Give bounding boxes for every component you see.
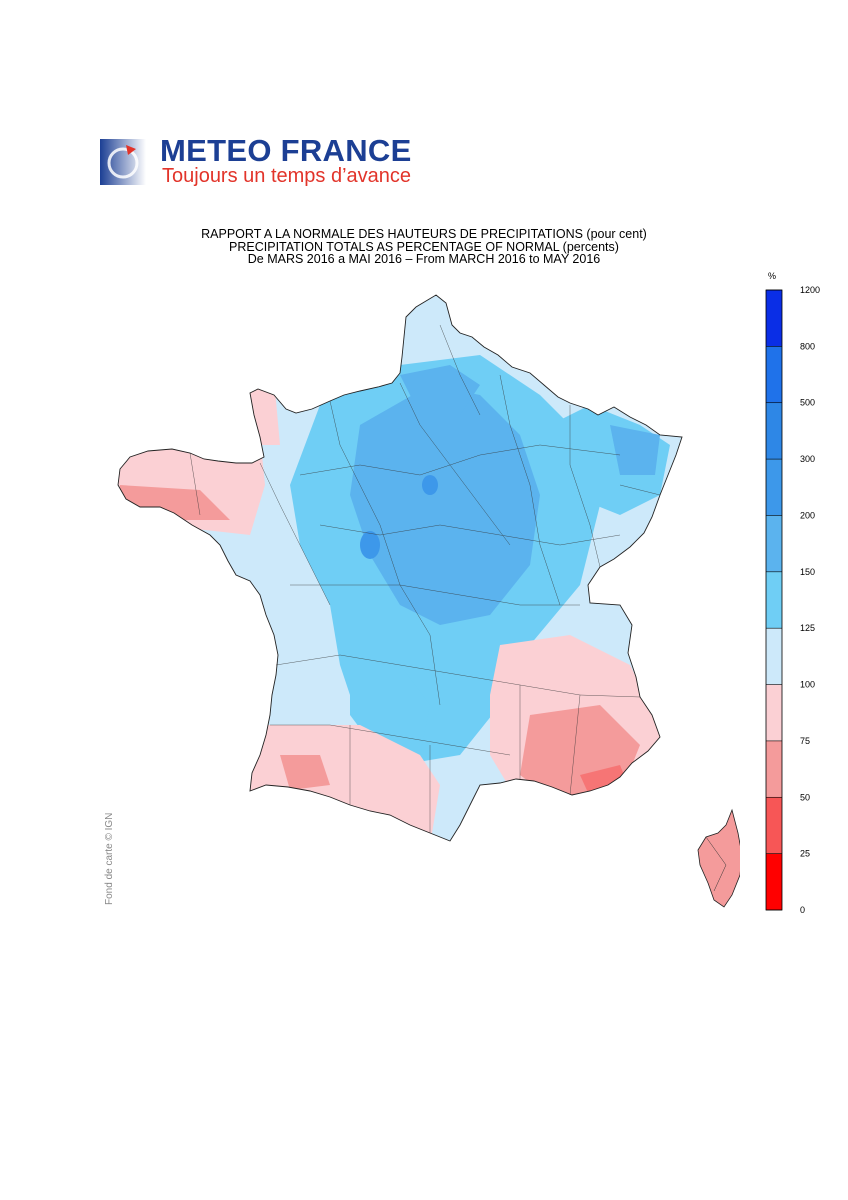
legend-tick-label-100: 100 <box>800 680 815 690</box>
legend-bin-300-500 <box>766 402 782 460</box>
legend-bin-75-100 <box>766 684 782 741</box>
meteo-france-logo <box>100 139 146 185</box>
legend-tick-label-50: 50 <box>800 792 810 802</box>
legend-bin-500-800 <box>766 346 782 403</box>
legend-tick-label-200: 200 <box>800 510 815 520</box>
legend-bin-0-25 <box>766 853 782 910</box>
legend-bin-800-1200 <box>766 290 782 347</box>
legend-tick-label-150: 150 <box>800 567 815 577</box>
legend-tick-label-800: 800 <box>800 341 815 351</box>
precipitation-legend: 0 25 50 75 100 125 150 200 300 500 800 1200 <box>765 285 820 915</box>
legend-bin-150-200 <box>766 515 782 572</box>
legend-tick-label-75: 75 <box>800 736 810 746</box>
legend-tick-label-500: 500 <box>800 398 815 408</box>
corsica-shape <box>697 808 740 908</box>
title-line-period: De MARS 2016 a MAI 2016 – From MARCH 201… <box>247 252 601 267</box>
brand-tagline: Toujours un temps d’avance <box>162 165 412 187</box>
legend-tick-label-300: 300 <box>800 454 815 464</box>
title-line-fr: RAPPORT A LA NORMALE DES HAUTEURS DE PRE… <box>201 227 647 241</box>
legend-bin-50-75 <box>766 740 782 798</box>
legend-bin-125-150 <box>766 571 782 629</box>
legend-bin-25-50 <box>766 797 782 854</box>
legend-tick-label-125: 125 <box>800 623 815 633</box>
map-title-block: RAPPORT A LA NORMALE DES HAUTEURS DE PRE… <box>0 228 848 266</box>
legend-tick-label-25: 25 <box>800 849 810 859</box>
legend-tick-label-0: 0 <box>800 905 805 915</box>
brand-name: METEO FRANCE <box>160 133 412 168</box>
legend-unit: % <box>768 271 777 281</box>
legend-bin-100-125 <box>766 628 782 685</box>
precipitation-map <box>117 294 740 908</box>
legend-bin-200-300 <box>766 459 782 516</box>
legend-tick-label-1200: 1200 <box>800 285 820 295</box>
title-line-en: PRECIPITATION TOTALS AS PERCENTAGE OF NO… <box>229 239 619 254</box>
